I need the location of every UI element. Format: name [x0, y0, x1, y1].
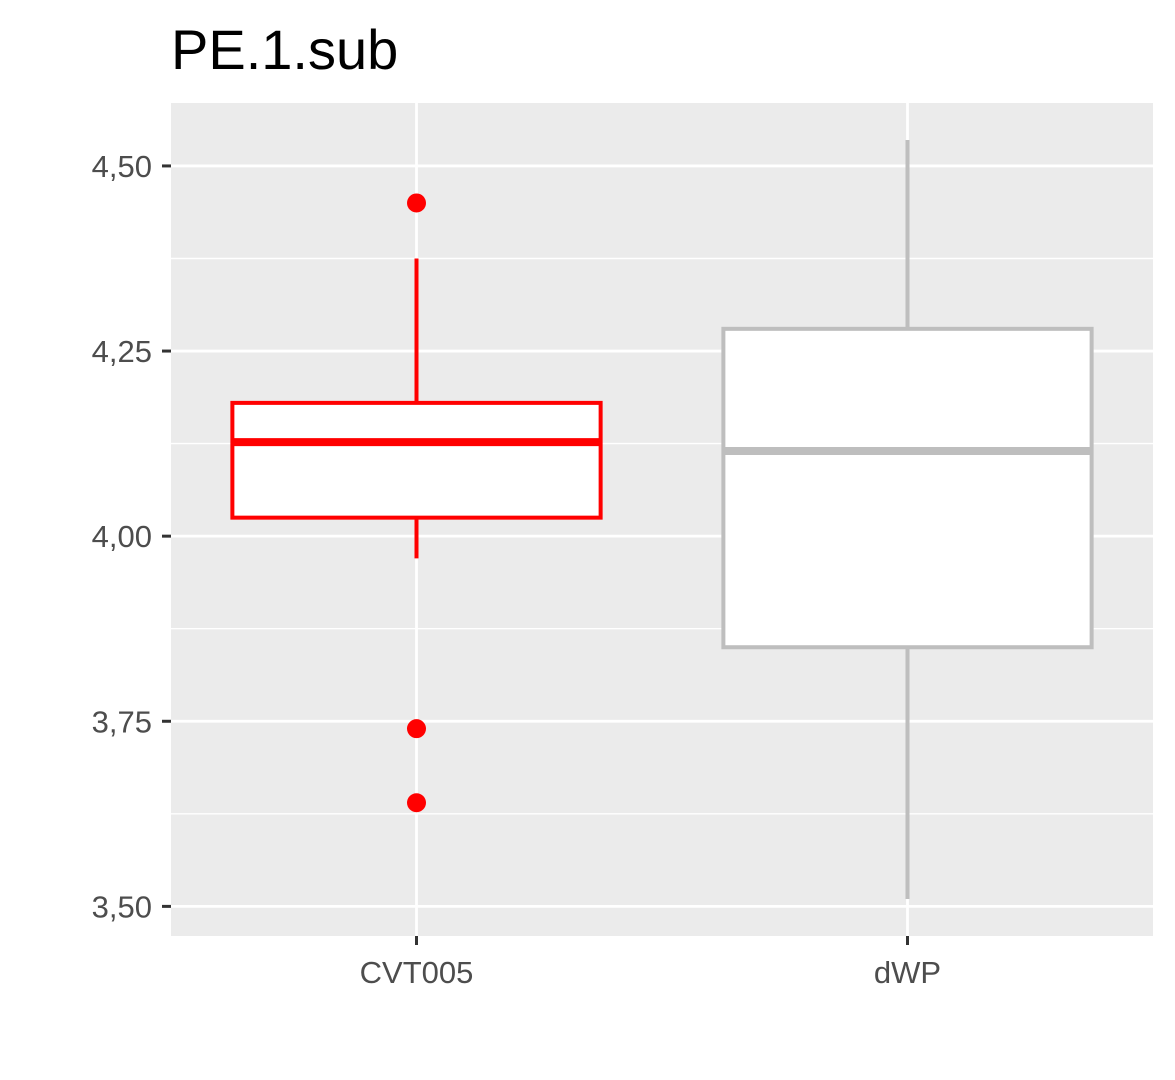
- outlier-point: [407, 793, 426, 813]
- outlier-point: [407, 719, 426, 739]
- outlier-point: [407, 193, 426, 213]
- axis-layer: 3,50 3,75 4,00 4,25 4,50 CVT005 dWP: [92, 149, 941, 990]
- y-tick-label: 4,25: [92, 334, 152, 369]
- y-tick-label: 4,50: [92, 149, 152, 184]
- box-layer: [230, 140, 1094, 899]
- y-tick-label: 3,50: [92, 889, 152, 924]
- box-iqr: [721, 326, 1094, 650]
- x-tick-label: dWP: [874, 955, 941, 990]
- chart-title: PE.1.sub: [171, 18, 398, 81]
- y-tick-label: 3,75: [92, 704, 152, 739]
- y-tick-label: 4,00: [92, 519, 152, 554]
- box-iqr: [230, 400, 603, 520]
- x-tick-label: CVT005: [360, 955, 474, 990]
